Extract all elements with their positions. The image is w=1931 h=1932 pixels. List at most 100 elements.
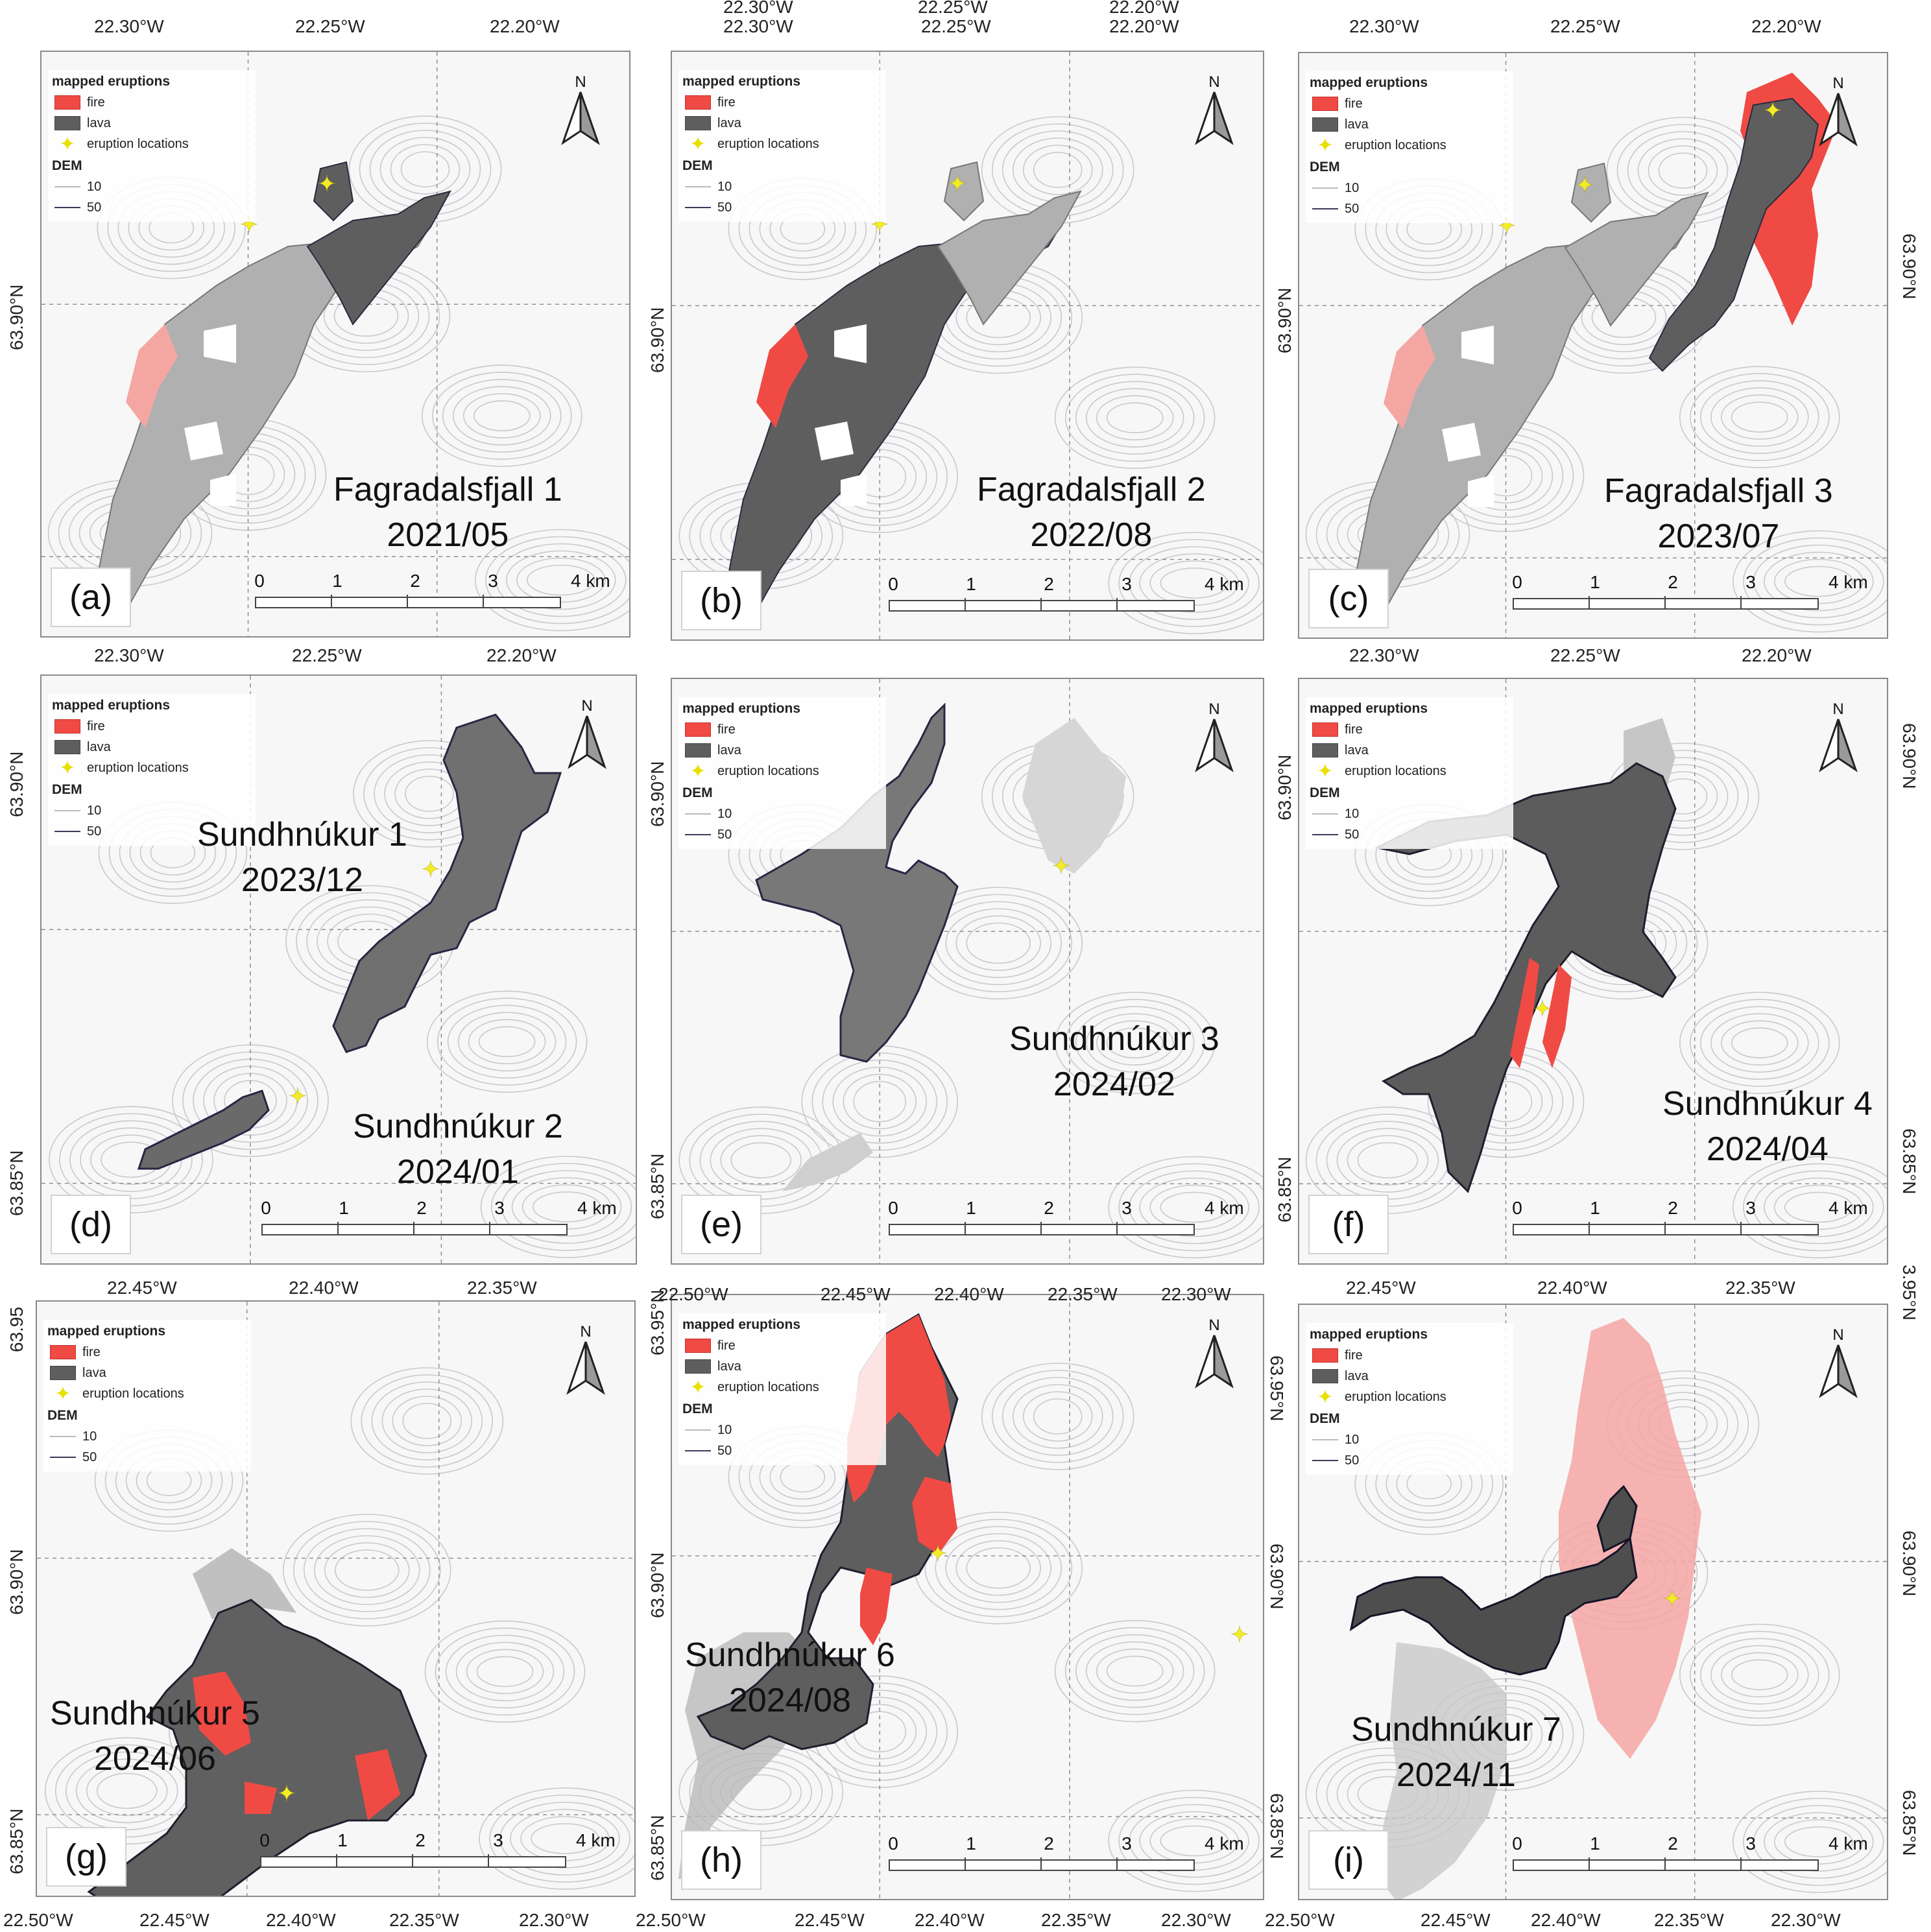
- contour-line: [1106, 1655, 1164, 1687]
- scale-label: 2: [1044, 1198, 1054, 1218]
- latitude-label: 63.90°N: [1899, 723, 1919, 789]
- legend-row-lava: lava: [47, 1363, 247, 1383]
- contour-line: [955, 1540, 1042, 1596]
- scale-label: 0: [259, 1830, 270, 1850]
- legend-row-dem50: 50: [1310, 198, 1509, 219]
- dem10-line: [1312, 187, 1338, 189]
- scale-label: 4 km: [1829, 1833, 1867, 1854]
- fire-swatch: [54, 719, 80, 733]
- map-panel-g: ✦ mapped eruptions fire lava ✦ eruption locat…: [36, 1300, 636, 1897]
- contour-line: [495, 543, 627, 617]
- scale-label: 3: [1745, 572, 1756, 592]
- scale-label: 2: [415, 1830, 426, 1850]
- lava-swatch: [54, 116, 80, 130]
- north-arrow-left-half: [1819, 1344, 1840, 1398]
- legend-label-dem10: 10: [87, 179, 102, 194]
- lava-flow: [1570, 162, 1612, 223]
- scale-bar: 0 1 2 3 4 km: [888, 1198, 1243, 1235]
- contour-line: [1012, 1384, 1103, 1449]
- contour-line: [1085, 388, 1184, 448]
- contour-line: [1699, 380, 1819, 454]
- dem10-line: [1312, 813, 1338, 815]
- eruption-date-2: 2024/01: [396, 1153, 519, 1191]
- legend-row-lava: lava: [52, 737, 252, 757]
- fire-swatch: [1312, 722, 1338, 737]
- contour-line: [1720, 1020, 1799, 1066]
- contour-line: [1731, 1659, 1788, 1691]
- dem10-line: [685, 186, 711, 187]
- scale-bar: 0 1 2 3 4 km: [888, 574, 1243, 612]
- legend-label-fire: fire: [1345, 1348, 1363, 1363]
- contour-line: [485, 536, 629, 625]
- north-arrow-right-half: [1213, 91, 1234, 145]
- map-canvas: ✦: [1299, 679, 1887, 1263]
- legend-row-dem10: 10: [1310, 1429, 1509, 1450]
- contour-line: [400, 151, 450, 187]
- contour-line: [1710, 387, 1809, 447]
- dem50-line: [685, 207, 711, 208]
- contour-line: [69, 1120, 193, 1200]
- contour-line: [1347, 1135, 1429, 1186]
- contour-line: [1022, 1391, 1093, 1442]
- map-canvas: ✦✦: [42, 52, 629, 636]
- contour-line: [489, 1795, 634, 1883]
- legend-row-dem50: 50: [682, 1440, 882, 1461]
- north-arrow-icon: N: [1195, 73, 1234, 145]
- contour-line: [1763, 1177, 1874, 1237]
- dem10-line: [685, 813, 711, 815]
- graticule: [42, 676, 636, 1263]
- eruption-title: Sundhnúkur 3 2024/02: [1009, 1016, 1219, 1107]
- panel-letter: (a): [51, 567, 131, 627]
- legend-heading: mapped eruptions: [682, 1317, 801, 1332]
- eruption-title: Sundhnúkur 1 2023/12: [197, 812, 407, 903]
- legend-row-dem10: 10: [1310, 804, 1509, 824]
- longitude-label: 22.45°W: [1346, 1278, 1416, 1298]
- legend-label-lava: lava: [87, 115, 111, 130]
- fire-area: [1510, 958, 1539, 1068]
- lava-swatch: [54, 740, 80, 754]
- scale-label: 1: [1590, 1198, 1600, 1218]
- legend-label-fire: fire: [717, 95, 736, 110]
- longitude-label: 22.30°W: [723, 0, 793, 17]
- scale-label: 2: [416, 1198, 427, 1218]
- contour-line: [1637, 138, 1729, 203]
- map-legend: mapped eruptions fire lava ✦ eruption locati…: [48, 70, 256, 222]
- contour-line: [303, 1528, 431, 1612]
- map-canvas: ✦✦: [672, 52, 1263, 639]
- map-legend: mapped eruptions fire lava ✦ eruption locati…: [43, 1320, 251, 1472]
- contour-line: [1001, 1377, 1114, 1456]
- contour-line: [334, 1549, 400, 1591]
- legend-label-eruption: eruption locations: [87, 760, 189, 775]
- kipuka-island: [204, 324, 236, 363]
- north-arrow-icon: N: [1195, 1317, 1234, 1389]
- contour-line: [405, 776, 454, 812]
- scale-label: 4 km: [1205, 574, 1243, 594]
- contour-line: [473, 400, 531, 431]
- longitude-label: 22.30°W: [1161, 1910, 1231, 1930]
- contour-line: [1357, 1142, 1419, 1178]
- scale-label: 4 km: [577, 1198, 616, 1218]
- fire-swatch: [1312, 97, 1338, 111]
- legend-row-dem50: 50: [682, 197, 882, 218]
- legend-label-fire: fire: [717, 722, 736, 737]
- eruption-title: Fagradalsfjall 3 2023/07: [1604, 468, 1833, 559]
- contour-line: [361, 1374, 494, 1468]
- legend-label-dem50: 50: [717, 827, 732, 842]
- longitude-label: 22.35°W: [467, 1278, 537, 1298]
- scale-label: 3: [493, 1830, 503, 1850]
- legend-label-eruption: eruption locations: [717, 136, 819, 151]
- latitude-label: 63.90°N: [1899, 1531, 1919, 1597]
- eruption-title: Sundhnúkur 6 2024/08: [685, 1632, 895, 1723]
- north-label: N: [575, 73, 586, 91]
- legend-label-fire: fire: [87, 95, 105, 110]
- map-canvas: ✦: [672, 679, 1263, 1263]
- legend-row-dem10: 10: [682, 804, 882, 824]
- contour-line: [991, 1370, 1124, 1463]
- contour-line: [96, 1772, 158, 1809]
- scale-label: 2: [1668, 1198, 1678, 1218]
- contour-line: [981, 1363, 1134, 1470]
- map-legend: mapped eruptions fire lava ✦ eruption locati…: [48, 694, 256, 846]
- legend-label-dem10: 10: [717, 1422, 732, 1437]
- legend-label-lava: lava: [1345, 743, 1369, 757]
- contour-line: [390, 144, 461, 195]
